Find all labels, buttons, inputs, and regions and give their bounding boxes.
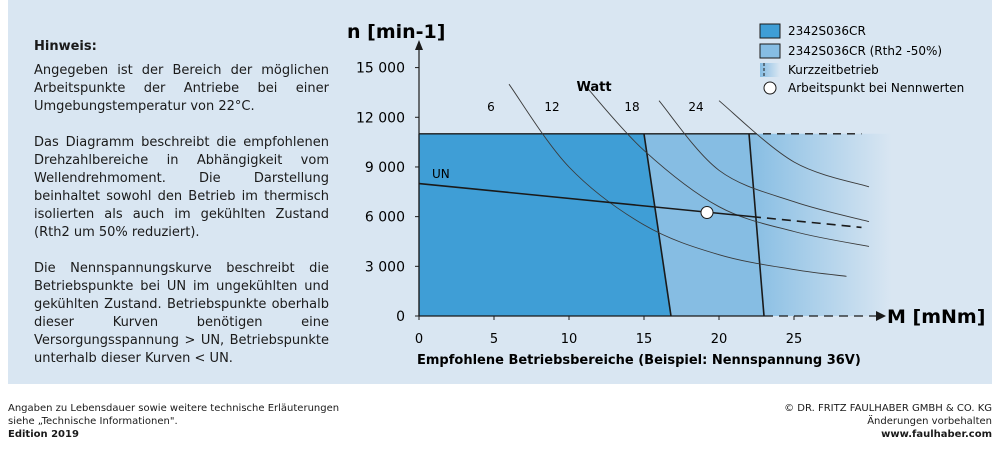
x-axis-arrow (876, 311, 886, 321)
note-paragraph-2: Das Diagramm beschreibt die empfohlenen … (34, 135, 329, 240)
y-tick-label-6000: 6 000 (365, 210, 405, 226)
nominal-voltage-dashed (751, 215, 862, 229)
legend-label-0: 2342S036CR (788, 24, 866, 38)
note-paragraph-3: Die Nennspannungskurve beschreibt die Be… (34, 261, 329, 366)
x-tick-label-15: 15 (636, 332, 653, 347)
region-boundary-cooled (643, 133, 672, 317)
footer-note-line1: Angaben zu Lebensdauer sowie weitere tec… (8, 403, 340, 414)
footer-right: © DR. FRITZ FAULHABER GMBH & CO. KG Ände… (784, 402, 992, 441)
legend-swatch-2 (760, 63, 780, 77)
watt-curve-24 (718, 100, 870, 188)
note-heading: Hinweis: (34, 39, 97, 54)
y-axis-arrow (415, 40, 423, 50)
watt-curve-6 (508, 83, 847, 277)
watt-label-12: 12 (544, 100, 559, 114)
y-tick-label-0: 0 (396, 309, 405, 325)
y-axis-title: n [min-1] (347, 21, 445, 43)
legend: 2342S036CR 2342S036CR (Rth2 -50%) Kurzze… (759, 23, 964, 95)
un-curve-label: UN (432, 167, 450, 181)
watt-curve-12 (583, 83, 870, 247)
y-tick-label-12000: 12 000 (356, 110, 405, 126)
x-axis-title: M [mNm] (887, 306, 985, 328)
x-tick-label-5: 5 (490, 332, 498, 347)
copyright: © DR. FRITZ FAULHABER GMBH & CO. KG (784, 403, 992, 414)
legend-label-1: 2342S036CR (Rth2 -50%) (788, 44, 942, 58)
watt-title: Watt (576, 80, 611, 95)
footer-note-line2: siehe „Technische Informationen". (8, 416, 178, 427)
legend-label-3: Arbeitspunkt bei Nennwerten (788, 81, 964, 95)
region-boundary-short (748, 133, 765, 317)
region-0 (419, 133, 671, 316)
website-link[interactable]: www.faulhaber.com (881, 429, 992, 440)
y-tick-label-15000: 15 000 (356, 61, 405, 77)
chart-title: Empfohlene Betriebsbereiche (Beispiel: N… (417, 353, 861, 368)
y-tick-label-3000: 3 000 (365, 259, 405, 275)
watt-label-24: 24 (688, 100, 703, 114)
changes-note: Änderungen vorbehalten (867, 416, 992, 427)
footer-left: Angaben zu Lebensdauer sowie weitere tec… (8, 402, 339, 441)
y-tick-label-9000: 9 000 (365, 160, 405, 176)
legend-swatch-1 (759, 43, 781, 59)
x-tick-label-25: 25 (786, 332, 803, 347)
x-tick-label-0: 0 (415, 332, 423, 347)
legend-label-2: Kurzzeitbetrieb (788, 63, 879, 77)
x-tick-label-10: 10 (561, 332, 578, 347)
note-box: Hinweis: Angegeben ist der Bereich der m… (34, 38, 329, 386)
legend-swatch-0 (759, 23, 781, 39)
nominal-voltage-line (418, 182, 753, 218)
region-2 (749, 133, 892, 316)
watt-curve-18 (658, 100, 870, 223)
operating-range-chart: 0 5 10 15 20 25 0 3 000 6 000 9 000 12 000 15 000 6… (347, 21, 985, 368)
watt-label-18: 18 (624, 100, 639, 114)
legend-marker-3 (763, 81, 777, 95)
edition-label: Edition 2019 (8, 429, 79, 440)
note-paragraph-1: Angegeben ist der Bereich der möglichen … (34, 63, 329, 114)
watt-label-6: 6 (487, 100, 495, 114)
operating-point-marker (700, 206, 714, 219)
x-tick-label-20: 20 (711, 332, 728, 347)
